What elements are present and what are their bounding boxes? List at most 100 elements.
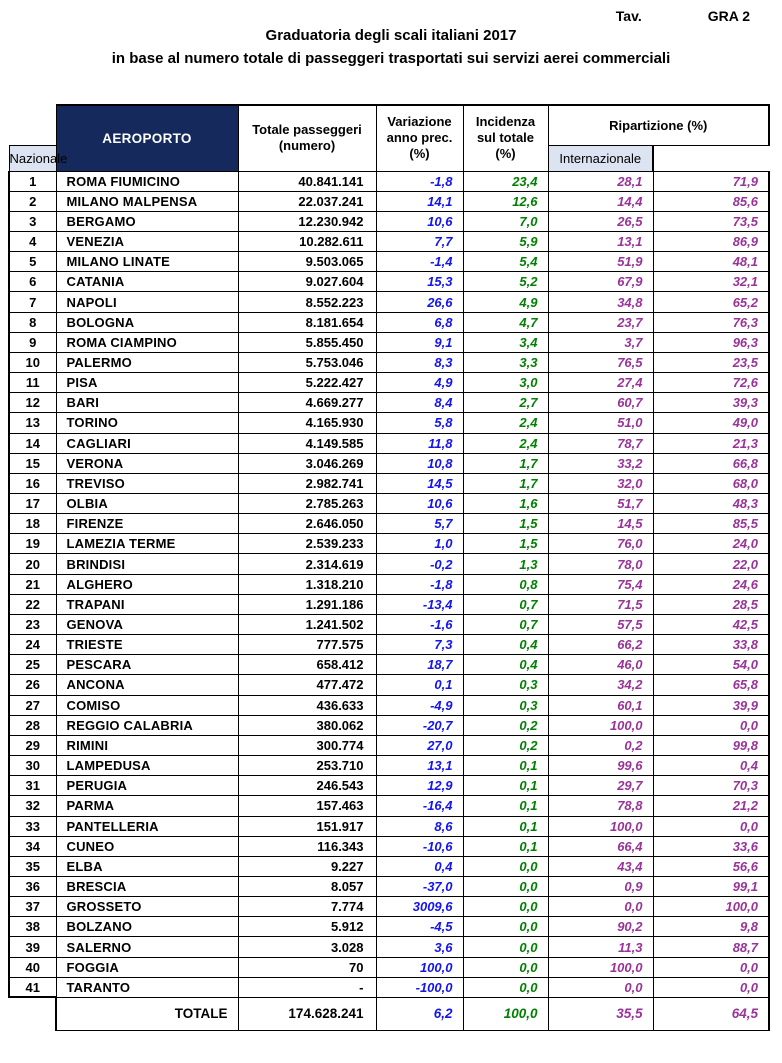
airport-name-cell: PERUGIA — [55, 775, 239, 797]
table-footer: TOTALE 174.628.241 6,2 100,0 35,5 64,5 — [9, 996, 771, 1031]
rank-cell: 41 — [8, 976, 57, 999]
variation-cell: -13,4 — [375, 593, 464, 615]
rank-cell: 21 — [8, 573, 57, 595]
international-share-cell: 33,8 — [652, 634, 771, 656]
international-share-cell: 48,1 — [652, 251, 771, 273]
rank-cell: 20 — [8, 553, 57, 575]
airport-name-cell: FOGGIA — [55, 956, 239, 978]
incidence-cell: 2,7 — [462, 392, 549, 414]
variation-cell: 5,7 — [375, 513, 464, 535]
national-share-cell: 11,3 — [547, 936, 654, 958]
national-share-cell: 26,5 — [547, 210, 654, 232]
rank-cell: 16 — [8, 472, 57, 495]
international-share-cell: 0,0 — [652, 815, 771, 837]
national-share-cell: 100,0 — [547, 714, 654, 736]
rank-cell: 14 — [8, 432, 57, 454]
airport-name-cell: PALERMO — [55, 351, 239, 374]
international-share-cell: 68,0 — [652, 472, 771, 495]
variation-cell: -4,9 — [375, 694, 464, 716]
table-row: 17 OLBIA 2.785.263 10,6 1,6 51,7 48,3 — [8, 492, 771, 515]
table-row: 35 ELBA 9.227 0,4 0,0 43,4 56,6 — [8, 855, 771, 877]
international-share-cell: 54,0 — [652, 654, 771, 676]
international-share-cell: 21,3 — [652, 432, 771, 454]
variation-cell: 27,0 — [375, 734, 464, 757]
total-passengers-cell: - — [237, 976, 377, 998]
national-share-cell: 100,0 — [547, 956, 654, 978]
national-share-cell: 27,4 — [547, 372, 654, 394]
total-passengers-cell: 5.222.427 — [237, 372, 377, 394]
national-share-cell: 66,4 — [547, 835, 654, 857]
national-share-cell: 71,5 — [547, 593, 654, 615]
total-passengers-cell: 5.912 — [237, 916, 377, 938]
international-share-cell: 66,8 — [652, 452, 771, 474]
incidence-cell: 0,1 — [462, 775, 549, 797]
variation-cell: 10,6 — [375, 210, 464, 232]
international-share-cell: 23,5 — [652, 351, 771, 374]
international-share-cell: 39,9 — [652, 694, 771, 716]
rank-cell: 37 — [8, 896, 57, 918]
rank-cell: 17 — [8, 492, 57, 515]
rank-cell: 10 — [8, 351, 57, 374]
airport-name-cell: BOLZANO — [55, 916, 239, 938]
international-share-cell: 73,5 — [652, 210, 771, 232]
international-share-cell: 72,6 — [652, 372, 771, 394]
incidence-cell: 0,0 — [462, 855, 549, 877]
airports-ranking-table: AEROPORTO Totale passeggeri (numero) Var… — [8, 104, 771, 1031]
total-passengers-cell: 1.291.186 — [237, 593, 377, 615]
total-passengers-cell: 2.646.050 — [237, 513, 377, 535]
airport-name-cell: REGGIO CALABRIA — [55, 714, 239, 736]
table-row: 16 TREVISO 2.982.741 14,5 1,7 32,0 68,0 — [8, 472, 771, 495]
header-variation: Variazione anno prec. (%) — [375, 104, 464, 172]
total-passengers-cell: 477.472 — [237, 674, 377, 696]
table-row: 19 LAMEZIA TERME 2.539.233 1,0 1,5 76,0 … — [8, 533, 771, 555]
airport-name-cell: GROSSETO — [55, 896, 239, 918]
incidence-cell: 0,0 — [462, 956, 549, 978]
total-passengers-cell: 246.543 — [237, 775, 377, 797]
total-incidence: 100,0 — [462, 996, 549, 1031]
incidence-cell: 3,4 — [462, 331, 549, 353]
total-passengers-cell: 1.241.502 — [237, 613, 377, 636]
variation-cell: 7,7 — [375, 230, 464, 253]
variation-cell: 8,3 — [375, 351, 464, 374]
total-passengers-cell: 12.230.942 — [237, 210, 377, 232]
table-row: 6 CATANIA 9.027.604 15,3 5,2 67,9 32,1 — [8, 271, 771, 293]
international-share-cell: 33,6 — [652, 835, 771, 857]
national-share-cell: 99,6 — [547, 755, 654, 777]
incidence-cell: 0,1 — [462, 795, 549, 817]
table-row: 12 BARI 4.669.277 8,4 2,7 60,7 39,3 — [8, 392, 771, 414]
incidence-cell: 0,2 — [462, 714, 549, 736]
international-share-cell: 71,9 — [652, 170, 771, 192]
incidence-cell: 5,2 — [462, 271, 549, 293]
table-row: 18 FIRENZE 2.646.050 5,7 1,5 14,5 85,5 — [8, 513, 771, 535]
table-body: 1 ROMA FIUMICINO 40.841.141 -1,8 23,4 28… — [8, 170, 771, 999]
national-share-cell: 14,4 — [547, 190, 654, 212]
variation-cell: -1,8 — [375, 170, 464, 192]
incidence-cell: 0,3 — [462, 694, 549, 716]
variation-cell: -10,6 — [375, 835, 464, 857]
variation-cell: -4,5 — [375, 916, 464, 938]
page-title: Graduatoria degli scali italiani 2017 in… — [0, 24, 782, 71]
national-share-cell: 100,0 — [547, 815, 654, 837]
variation-cell: 10,8 — [375, 452, 464, 474]
total-passengers-cell: 8.552.223 — [237, 291, 377, 313]
rank-cell: 2 — [8, 190, 57, 212]
variation-cell: 6,8 — [375, 311, 464, 333]
table-row: 1 ROMA FIUMICINO 40.841.141 -1,8 23,4 28… — [8, 170, 771, 192]
rank-cell: 23 — [8, 613, 57, 636]
table-row: 7 NAPOLI 8.552.223 26,6 4,9 34,8 65,2 — [8, 291, 771, 313]
airport-name-cell: LAMEZIA TERME — [55, 533, 239, 555]
table-row: 11 PISA 5.222.427 4,9 3,0 27,4 72,6 — [8, 372, 771, 394]
incidence-cell: 1,7 — [462, 452, 549, 474]
incidence-cell: 0,0 — [462, 936, 549, 958]
international-share-cell: 86,9 — [652, 230, 771, 253]
table-row: 31 PERUGIA 246.543 12,9 0,1 29,7 70,3 — [8, 775, 771, 797]
rank-cell: 35 — [8, 855, 57, 877]
table-row: 28 REGGIO CALABRIA 380.062 -20,7 0,2 100… — [8, 714, 771, 736]
total-passengers-cell: 8.181.654 — [237, 311, 377, 333]
international-share-cell: 100,0 — [652, 896, 771, 918]
incidence-cell: 1,5 — [462, 533, 549, 555]
incidence-cell: 7,0 — [462, 210, 549, 232]
incidence-cell: 5,4 — [462, 251, 549, 273]
national-share-cell: 76,0 — [547, 533, 654, 555]
table-row: 5 MILANO LINATE 9.503.065 -1,4 5,4 51,9 … — [8, 251, 771, 273]
